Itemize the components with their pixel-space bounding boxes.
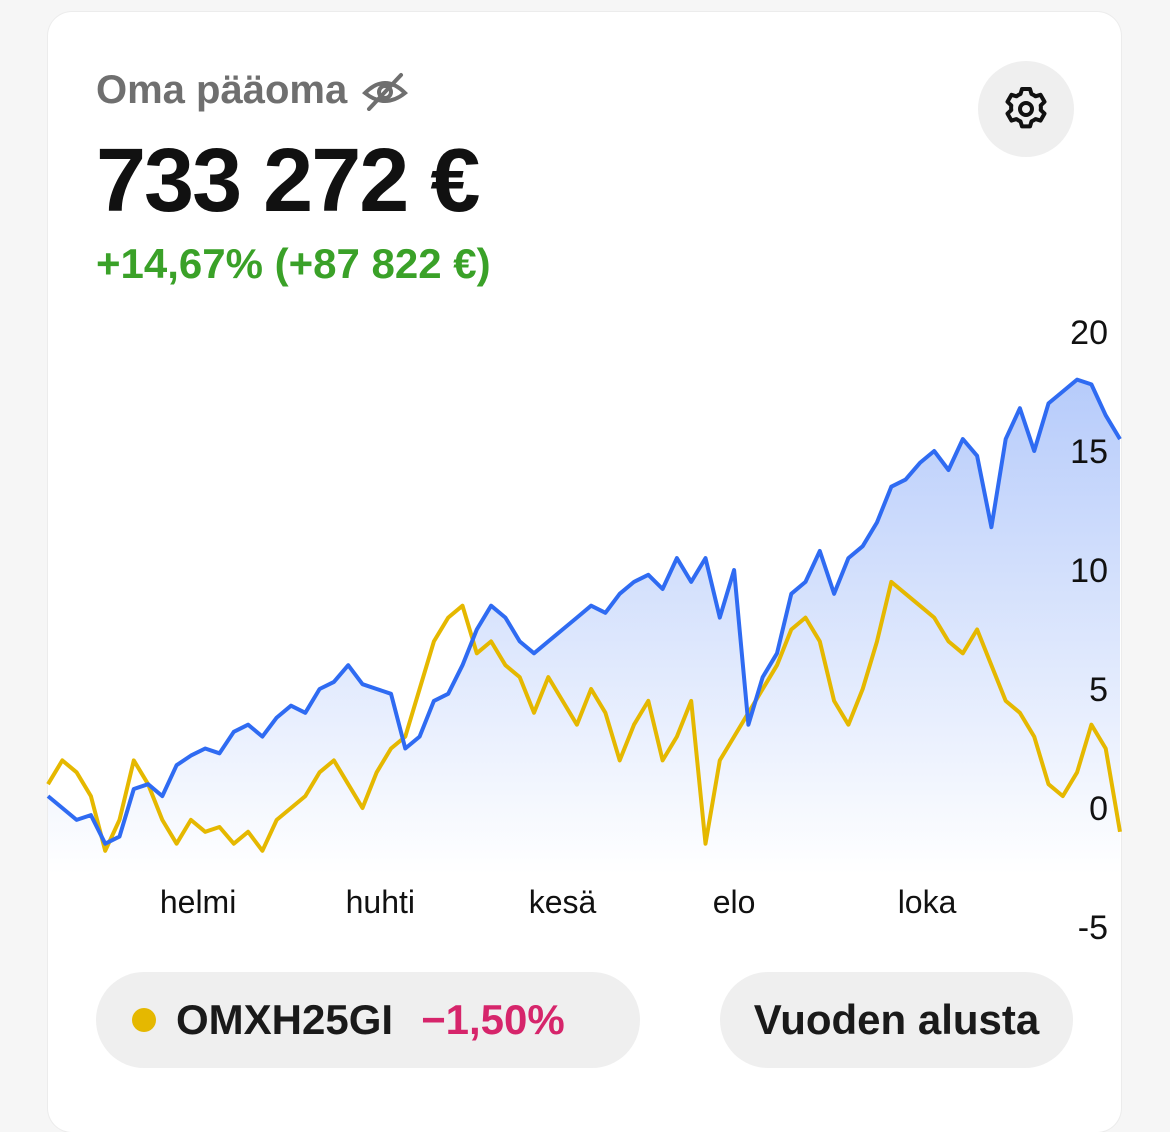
gear-icon <box>1005 87 1047 129</box>
total-change: +14,67% (+87 822 €) <box>96 240 491 287</box>
index-color-dot <box>132 1008 156 1032</box>
equity-label-text: Oma pääoma <box>96 68 348 112</box>
settings-button[interactable] <box>978 61 1074 157</box>
index-name: OMXH25GI <box>176 996 394 1043</box>
index-selector[interactable]: OMXH25GI −1,50% <box>96 972 640 1068</box>
period-selector[interactable]: Vuoden alusta <box>720 972 1073 1068</box>
eye-off-icon[interactable] <box>361 71 409 111</box>
total-amount: 733 272 € <box>96 131 480 231</box>
index-change: −1,50% <box>421 996 565 1043</box>
equity-label: Oma pääoma <box>96 68 409 113</box>
period-label: Vuoden alusta <box>753 996 1040 1043</box>
